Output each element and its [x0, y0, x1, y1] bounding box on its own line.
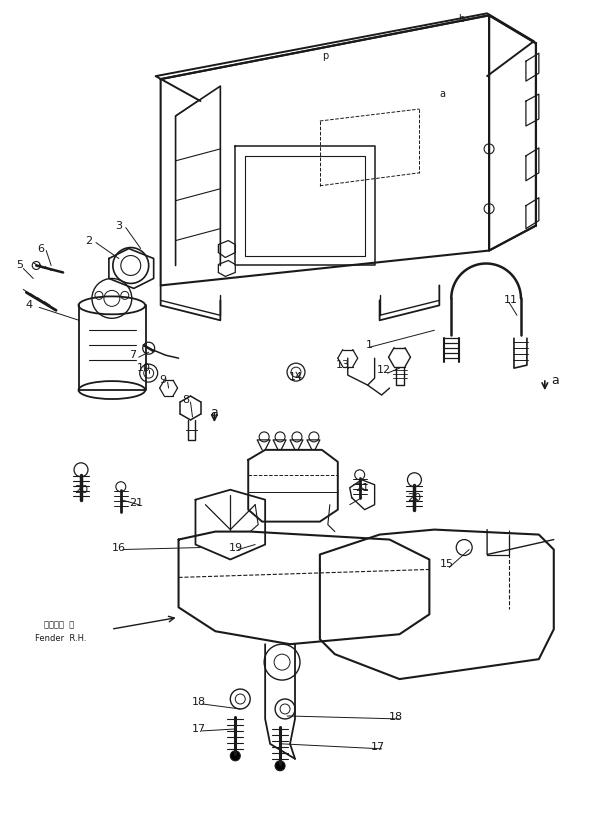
Text: a: a	[211, 407, 218, 420]
Text: 11: 11	[504, 295, 518, 305]
Text: フェンダ  右: フェンダ 右	[44, 621, 74, 630]
Text: 20: 20	[407, 492, 422, 503]
Text: 18: 18	[191, 697, 205, 707]
Text: 19: 19	[229, 542, 243, 552]
Text: 3: 3	[115, 221, 123, 231]
Text: 14: 14	[289, 372, 303, 382]
Text: 17: 17	[371, 742, 385, 752]
Text: 10: 10	[137, 363, 151, 373]
Text: 8: 8	[182, 395, 189, 405]
Text: 18: 18	[388, 712, 403, 722]
Text: 9: 9	[159, 375, 166, 385]
Circle shape	[275, 761, 285, 771]
Text: 2: 2	[85, 236, 92, 245]
Circle shape	[32, 262, 40, 269]
Text: 12: 12	[377, 365, 391, 375]
Circle shape	[230, 751, 240, 761]
Text: 7: 7	[129, 350, 136, 360]
Text: 17: 17	[191, 724, 205, 734]
Text: 16: 16	[112, 542, 126, 552]
Text: 15: 15	[440, 560, 454, 569]
Text: p: p	[321, 52, 328, 61]
Text: 13: 13	[336, 360, 350, 371]
Text: Fender  R.H.: Fender R.H.	[36, 634, 87, 643]
Text: 6: 6	[38, 244, 45, 254]
Text: b: b	[458, 15, 464, 25]
Text: 5: 5	[16, 260, 23, 271]
Text: a: a	[439, 89, 445, 99]
Text: 20: 20	[74, 485, 88, 495]
Text: 4: 4	[25, 300, 33, 310]
Text: a: a	[551, 374, 559, 387]
Text: 21: 21	[128, 497, 143, 508]
Text: 21: 21	[355, 483, 369, 492]
Text: 1: 1	[366, 340, 373, 350]
